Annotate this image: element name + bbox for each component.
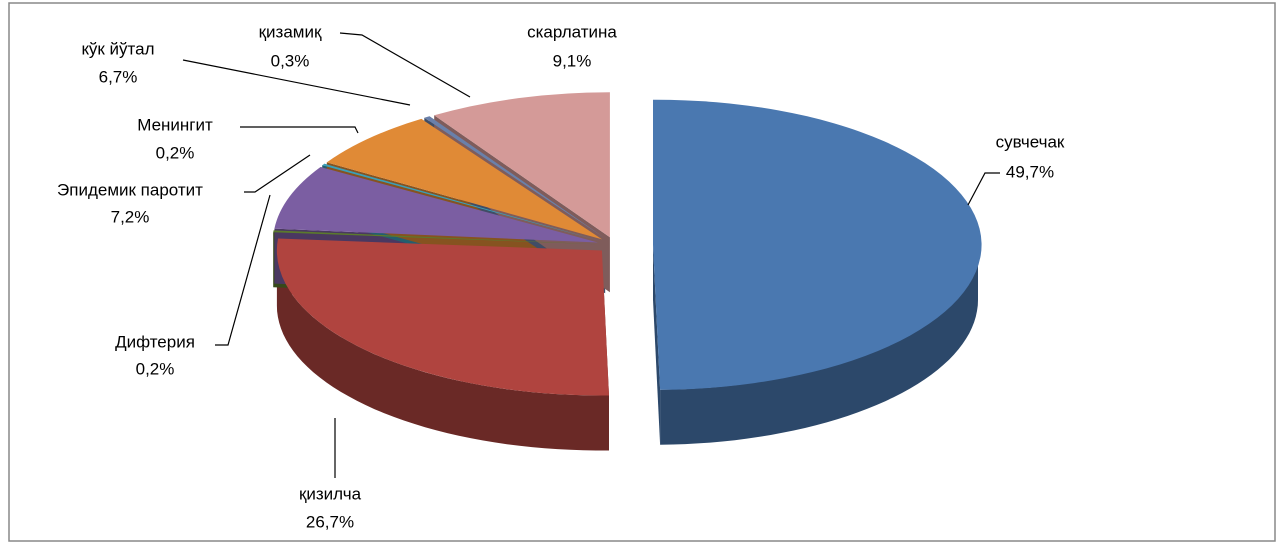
category-label: қизамиқ (259, 22, 322, 41)
data-labels: сувчечак 49,7% қизилча 26,7% Дифтерия 0,2% Эпи… (57, 22, 1065, 531)
leader-line (339, 32, 471, 98)
leader-line (967, 172, 1000, 206)
value-label: 0,2% (156, 143, 195, 162)
slice (434, 92, 610, 238)
slice (273, 230, 598, 245)
category-label: Эпидемик паротит (57, 180, 203, 199)
value-label: 49,7% (1006, 162, 1054, 181)
category-label: кўк йўтал (81, 39, 154, 58)
value-label: 26,7% (306, 512, 354, 531)
category-label: Менингит (137, 115, 213, 134)
slice-outer-side (276, 250, 609, 451)
slice (274, 167, 598, 243)
value-label: 7,2% (111, 207, 150, 226)
value-label: 0,3% (271, 51, 310, 70)
value-label: 9,1% (553, 51, 592, 70)
category-label: сувчечак (996, 132, 1065, 151)
value-label: 6,7% (99, 67, 138, 86)
leader-line (240, 126, 359, 134)
slice (326, 118, 603, 240)
leader-line (244, 154, 311, 193)
leader-line (215, 194, 271, 346)
slice-cut-face (653, 244, 661, 445)
value-label: 0,2% (136, 359, 175, 378)
slice (322, 163, 600, 241)
category-label: қизилча (299, 484, 362, 503)
category-label: скарлатина (527, 22, 617, 41)
slice (424, 116, 606, 239)
slice (653, 99, 982, 390)
slice-outer-side (660, 244, 978, 445)
category-label: Дифтерия (115, 332, 195, 351)
slice-tops (273, 92, 982, 396)
chart-frame (8, 2, 1276, 542)
slice (276, 238, 609, 396)
leader-line (182, 59, 411, 106)
